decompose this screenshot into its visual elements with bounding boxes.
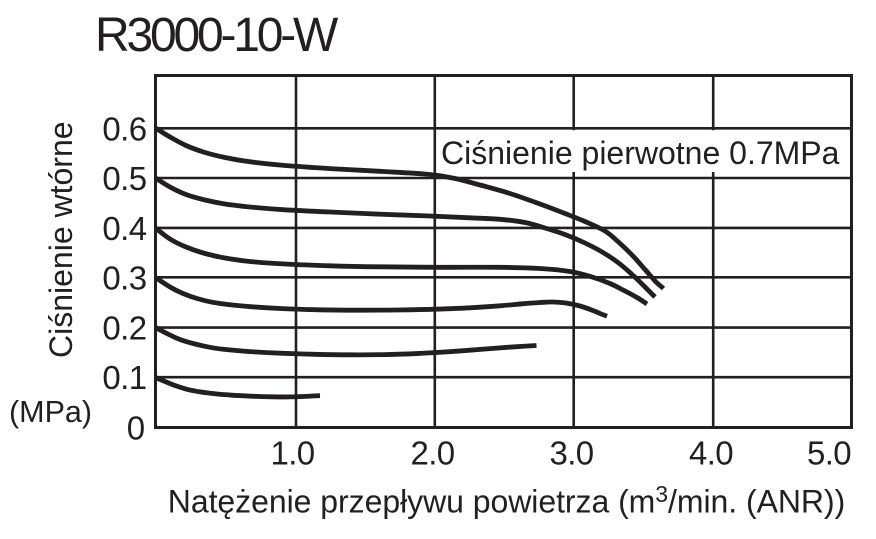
svg-text:(MPa): (MPa) xyxy=(9,395,92,429)
svg-text:0.1: 0.1 xyxy=(102,359,146,396)
svg-text:2.0: 2.0 xyxy=(410,434,454,471)
svg-text:0.2: 0.2 xyxy=(102,310,146,347)
svg-text:Ciśnienie wtórne: Ciśnienie wtórne xyxy=(43,121,79,358)
svg-text:0: 0 xyxy=(127,410,145,447)
svg-text:R3000-10-W: R3000-10-W xyxy=(95,9,339,62)
svg-text:5.0: 5.0 xyxy=(807,434,851,471)
svg-text:3.0: 3.0 xyxy=(549,434,593,471)
svg-text:0.5: 0.5 xyxy=(102,160,146,197)
svg-text:Natężenie przepływu powietrza: Natężenie przepływu powietrza (m3/min. (… xyxy=(168,481,845,520)
svg-text:Ciśnienie pierwotne 0.7MPa: Ciśnienie pierwotne 0.7MPa xyxy=(441,135,840,171)
svg-text:4.0: 4.0 xyxy=(689,434,733,471)
svg-text:0.4: 0.4 xyxy=(102,210,146,247)
svg-text:0.3: 0.3 xyxy=(102,259,146,296)
svg-text:0.6: 0.6 xyxy=(102,110,146,147)
svg-text:1.0: 1.0 xyxy=(270,434,314,471)
